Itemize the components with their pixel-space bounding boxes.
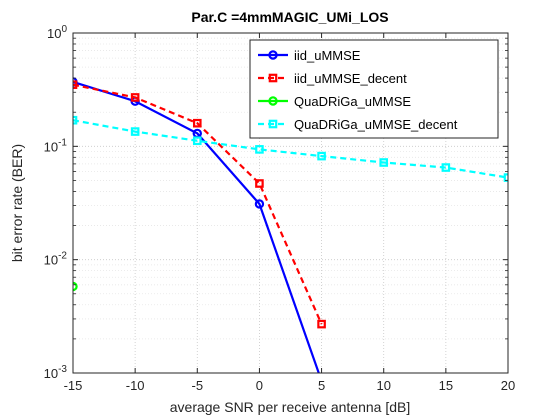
- x-tick-label: 15: [439, 378, 453, 393]
- x-tick-label: 0: [256, 378, 263, 393]
- data-point: [254, 199, 265, 209]
- series-line: [73, 119, 508, 179]
- data-point: [255, 145, 264, 154]
- plot-frame: [72, 32, 509, 374]
- y-tick-base: 10: [47, 26, 61, 41]
- legend-entry: QuaDRiGa_uMMSE: [258, 94, 411, 109]
- y-tick-label: 10-3: [44, 364, 68, 381]
- x-axis-label: average SNR per receive antenna [dB]: [170, 399, 410, 415]
- legend-label: QuaDRiGa_uMMSE_decent: [294, 117, 458, 132]
- y-tick-base: 10: [44, 139, 58, 154]
- legend-label: iid_uMMSE: [294, 48, 361, 63]
- legend-entry: QuaDRiGa_uMMSE_decent: [258, 117, 458, 132]
- data-point: [130, 127, 140, 136]
- legend-label: QuaDRiGa_uMMSE: [294, 94, 411, 109]
- data-point: [255, 179, 264, 188]
- data-point: [441, 163, 451, 172]
- data-point: [130, 93, 140, 102]
- data-point: [379, 158, 389, 167]
- legend: iid_uMMSE iid_uMMSE_decent QuaDRiGa_uMMSE Q…: [249, 39, 499, 139]
- legend-entry: iid_uMMSE_decent: [258, 71, 407, 86]
- y-tick-exponent: -1: [58, 137, 67, 148]
- y-axis-label: bit error rate (BER): [9, 144, 25, 262]
- y-tick-exponent: -2: [58, 251, 67, 262]
- legend-marker: [268, 50, 278, 60]
- series-line: [73, 83, 323, 325]
- x-tick-label: -10: [126, 378, 145, 393]
- legend-marker: [268, 73, 278, 83]
- x-tick-label: -15: [64, 378, 83, 393]
- chart-title: Par.C =4mmMAGIC_UMi_LOS: [191, 9, 388, 25]
- data-point: [192, 136, 202, 146]
- series-iid_uMMSE_decent: [73, 80, 326, 329]
- legend-box: [249, 39, 499, 139]
- legend-entry: iid_uMMSE: [258, 48, 361, 63]
- legend-marker: [268, 96, 278, 106]
- data-point: [317, 151, 326, 161]
- legend-marker: [268, 119, 278, 129]
- x-tick-label: 20: [501, 378, 515, 393]
- x-tick-label: -5: [192, 378, 204, 393]
- data-point: [317, 319, 326, 329]
- y-tick-exponent: 0: [61, 24, 67, 35]
- y-tick-exponent: -3: [58, 364, 67, 375]
- data-point: [192, 118, 202, 128]
- y-tick-label: 10-2: [44, 251, 68, 268]
- y-tick-base: 10: [44, 253, 58, 268]
- x-tick-label: 10: [376, 378, 390, 393]
- legend-label: iid_uMMSE_decent: [294, 71, 407, 86]
- y-tick-label: 100: [47, 24, 67, 41]
- y-tick-label: 10-1: [44, 137, 68, 154]
- series-line: [73, 80, 320, 373]
- y-tick-base: 10: [44, 366, 58, 381]
- x-tick-label: 5: [318, 378, 325, 393]
